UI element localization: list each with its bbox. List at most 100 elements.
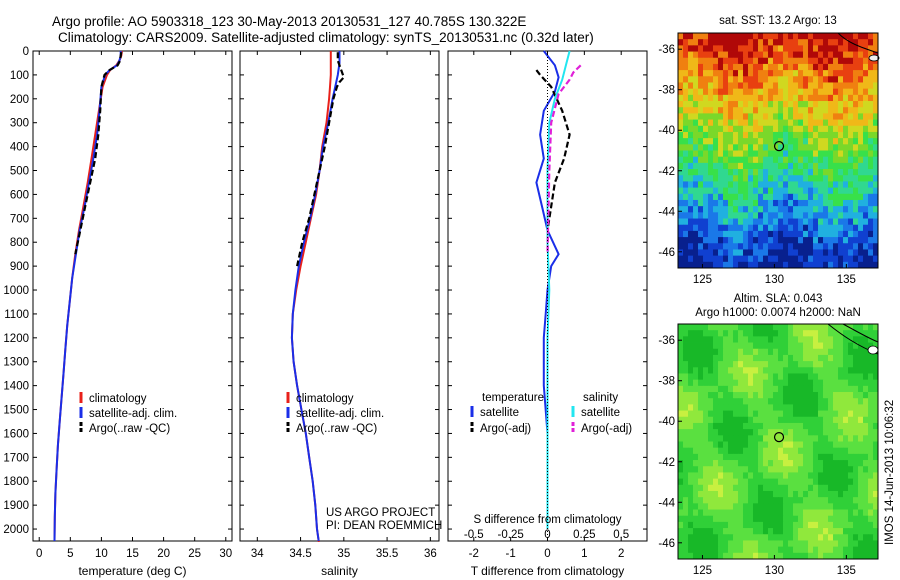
legend-entry: satellite bbox=[480, 407, 519, 419]
legend-header: temperature bbox=[482, 392, 544, 404]
lon-tick-label: 135 bbox=[837, 274, 856, 286]
x-tick-label: 30 bbox=[219, 548, 232, 560]
annotation-text: PI: DEAN ROEMMICH bbox=[326, 520, 442, 532]
depth-tick-label: 1600 bbox=[3, 428, 29, 440]
depth-tick-label: 1500 bbox=[3, 405, 29, 417]
s-tick-label: -0.5 bbox=[464, 529, 484, 541]
depth-tick-label: 1400 bbox=[3, 381, 29, 393]
side-stamp: IMOS 14-Jun-2013 10:06:32 bbox=[884, 400, 896, 545]
salinity-panel: 34 34.5 35 35.5 36 salinity climatology satelli… bbox=[239, 50, 442, 578]
depth-tick-label: 200 bbox=[10, 94, 29, 106]
map-frame bbox=[677, 323, 879, 560]
legend-entry: satellite-adj. clim. bbox=[89, 408, 177, 420]
lat-tick-label: -38 bbox=[658, 85, 675, 97]
lat-tick-label: -38 bbox=[658, 376, 675, 388]
x-axis-label: salinity bbox=[321, 564, 358, 578]
x-tick-label: 1 bbox=[581, 548, 587, 560]
depth-tick-label: 1800 bbox=[3, 476, 29, 488]
lat-tick-label: -44 bbox=[658, 497, 675, 509]
legend: temperature salinity satellite Argo(-adj) sa… bbox=[470, 392, 632, 435]
lat-tick-label: -42 bbox=[658, 457, 675, 469]
annotation-text: US ARGO PROJECT bbox=[326, 507, 435, 519]
map-title: sat. SST: 13.2 Argo: 13 bbox=[719, 15, 837, 27]
legend-header: salinity bbox=[583, 392, 618, 404]
s-tick-label: 0 bbox=[544, 529, 550, 541]
x-tick-label: 5 bbox=[67, 548, 73, 560]
sla-map-panel: -36 -38 -40 -42 -44 -46 125 130 135 Altim. SLA: 0… bbox=[658, 293, 879, 577]
legend-entry: Argo(-adj) bbox=[581, 423, 632, 435]
x-tick-label: 15 bbox=[126, 548, 139, 560]
plot-frame bbox=[239, 50, 440, 542]
depth-tick-label: 2000 bbox=[3, 524, 29, 536]
lon-tick-label: 135 bbox=[837, 565, 856, 577]
s-tick-label: 0.25 bbox=[573, 529, 595, 541]
legend-entry: Argo(..raw -QC) bbox=[89, 423, 170, 435]
header-line-1: Argo profile: AO 5903318_123 30-May-2013… bbox=[52, 14, 526, 29]
depth-tick-label: 800 bbox=[10, 237, 29, 249]
series-line-3 bbox=[546, 64, 582, 255]
x-tick-label: 0 bbox=[544, 548, 550, 560]
coastline bbox=[837, 32, 879, 54]
series-line-2 bbox=[74, 52, 123, 255]
depth-tick-label: 1100 bbox=[4, 309, 29, 321]
argo-location-marker bbox=[773, 141, 785, 152]
x-tick-label: 20 bbox=[157, 548, 170, 560]
lat-tick-label: -40 bbox=[658, 416, 675, 428]
s-tick-label: 0.5 bbox=[613, 529, 629, 541]
x-tick-label: 35.5 bbox=[376, 548, 398, 560]
legend-entry: Argo(-adj) bbox=[480, 423, 531, 435]
depth-tick-label: 1000 bbox=[3, 285, 29, 297]
lon-tick-label: 125 bbox=[693, 274, 712, 286]
sst-map-panel: -36 -38 -40 -42 -44 -46 125 130 135 sat. SST: 13.… bbox=[658, 15, 880, 286]
legend: climatology satellite-adj. clim. Argo(..ra… bbox=[286, 392, 384, 435]
difference-panel: -2 -1 0 1 2 T difference from climatology -0.5… bbox=[447, 50, 648, 578]
depth-tick-label: 1900 bbox=[3, 500, 29, 512]
x-tick-label: 0 bbox=[36, 548, 42, 560]
temperature-panel: 0100200300400500600700800900100011001200… bbox=[3, 46, 233, 578]
header-line-2: Climatology: CARS2009. Satellite-adjuste… bbox=[58, 30, 594, 45]
s-axis-label: S difference from climatology bbox=[473, 514, 621, 526]
x-axis-label: temperature (deg C) bbox=[78, 564, 186, 578]
x-tick-label: 25 bbox=[188, 548, 201, 560]
x-tick-label: 34.5 bbox=[289, 548, 311, 560]
depth-tick-label: 900 bbox=[10, 261, 29, 273]
map-frame bbox=[677, 32, 879, 269]
legend-entry: climatology bbox=[296, 393, 354, 405]
series-line-0 bbox=[535, 50, 560, 529]
plot-frame bbox=[32, 50, 233, 542]
lat-tick-label: -36 bbox=[658, 335, 675, 347]
x-tick-label: -2 bbox=[469, 548, 479, 560]
map-cells bbox=[678, 324, 879, 560]
land-patch bbox=[867, 345, 879, 355]
depth-tick-label: 1200 bbox=[3, 333, 29, 345]
map-subtitle: Argo h1000: 0.0074 h2000: NaN bbox=[695, 307, 861, 319]
legend-entry: satellite-adj. clim. bbox=[296, 408, 384, 420]
x-tick-label: 36 bbox=[424, 548, 437, 560]
lon-tick-label: 130 bbox=[765, 274, 784, 286]
legend-entry: Argo(..raw -QC) bbox=[296, 423, 377, 435]
x-tick-label: 2 bbox=[618, 548, 624, 560]
depth-tick-label: 700 bbox=[10, 213, 29, 225]
argo-location-marker bbox=[773, 432, 785, 443]
legend-entry: climatology bbox=[89, 393, 147, 405]
land-patch bbox=[868, 54, 880, 62]
coastline bbox=[842, 323, 879, 343]
lat-tick-label: -46 bbox=[658, 538, 675, 550]
lon-tick-label: 125 bbox=[693, 565, 712, 577]
legend-entry: satellite bbox=[581, 407, 620, 419]
x-tick-label: 34 bbox=[251, 548, 264, 560]
series-line-2 bbox=[296, 52, 346, 267]
lat-tick-label: -42 bbox=[658, 166, 675, 178]
s-tick-label: -0.25 bbox=[498, 529, 524, 541]
map-cells bbox=[678, 33, 879, 269]
depth-tick-label: 1300 bbox=[3, 357, 29, 369]
depth-tick-label: 100 bbox=[10, 70, 29, 82]
depth-tick-label: 400 bbox=[10, 142, 29, 154]
series-line-1 bbox=[535, 69, 571, 231]
x-tick-label: 10 bbox=[95, 548, 108, 560]
x-tick-label: 35 bbox=[337, 548, 350, 560]
x-tick-label: -1 bbox=[506, 548, 516, 560]
lon-tick-label: 130 bbox=[765, 565, 784, 577]
depth-tick-label: 300 bbox=[10, 118, 29, 130]
